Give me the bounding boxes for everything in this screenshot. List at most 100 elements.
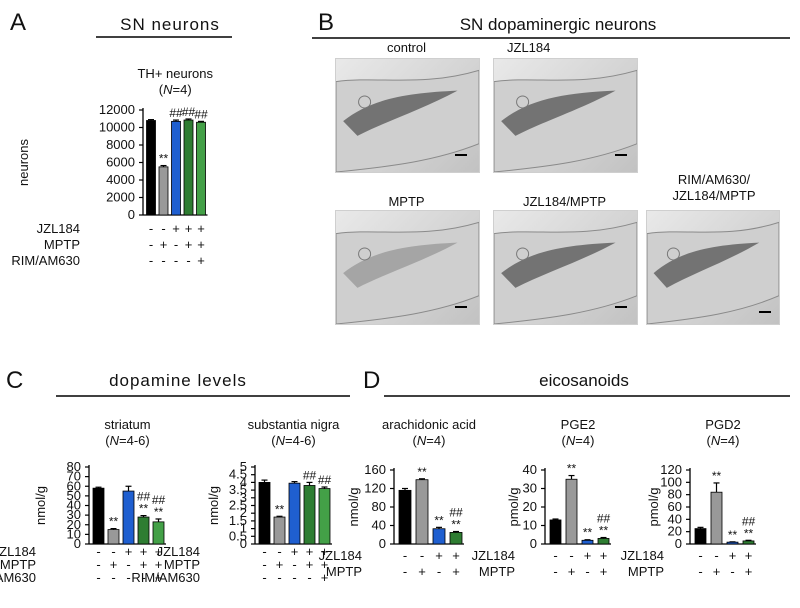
y-tick-label: 0 bbox=[74, 536, 81, 551]
condition-label: JZL184 bbox=[0, 544, 36, 559]
panel-letter-d: D bbox=[363, 367, 380, 394]
condition-label: MPTP bbox=[479, 564, 515, 579]
y-tick-label: 30 bbox=[67, 507, 81, 522]
y-tick-label: 20 bbox=[67, 517, 81, 532]
condition-sign: + bbox=[155, 557, 163, 572]
bar bbox=[107, 529, 120, 545]
bar bbox=[146, 120, 156, 216]
condition-sign: + bbox=[745, 548, 753, 563]
micrograph-mptp bbox=[335, 210, 480, 325]
chart-title: PGD2 bbox=[705, 417, 740, 432]
significance-label: ## bbox=[169, 106, 183, 120]
condition-sign: - bbox=[730, 564, 734, 579]
y-tick-label: 20 bbox=[523, 499, 537, 514]
bar bbox=[597, 538, 610, 545]
condition-sign: + bbox=[600, 564, 608, 579]
panel-letter-c: C bbox=[6, 367, 23, 394]
chart-subtitle: (N=4-6) bbox=[271, 433, 315, 448]
significance-label: ** bbox=[154, 505, 164, 519]
significance-label: ## bbox=[152, 493, 166, 507]
bar bbox=[122, 490, 135, 545]
bar bbox=[137, 516, 150, 545]
condition-sign: - bbox=[277, 544, 281, 559]
condition-sign: + bbox=[185, 221, 193, 236]
y-tick-label: 120 bbox=[660, 462, 682, 477]
condition-sign: - bbox=[141, 570, 145, 585]
tissue-section bbox=[336, 69, 479, 172]
condition-sign: + bbox=[140, 557, 148, 572]
condition-sign: - bbox=[420, 548, 424, 563]
condition-sign: + bbox=[197, 221, 205, 236]
photo-label-control: control bbox=[386, 40, 427, 55]
bar bbox=[152, 521, 165, 545]
chart-substantia-nigra: substantia nigra(N=4-6) 00.511.522.533.54… bbox=[131, 417, 340, 585]
bar bbox=[196, 121, 206, 216]
bar bbox=[449, 532, 463, 545]
chart-subtitle: (N=4) bbox=[413, 433, 446, 448]
y-tick-label: 40 bbox=[668, 511, 682, 526]
y-tick-label: 8000 bbox=[106, 137, 135, 152]
y-tick-label: 10 bbox=[523, 518, 537, 533]
y-tick-label: 5 bbox=[240, 459, 247, 474]
bar bbox=[565, 478, 578, 545]
condition-sign: - bbox=[149, 221, 153, 236]
bar bbox=[432, 528, 446, 545]
bar bbox=[318, 488, 331, 545]
condition-sign: - bbox=[403, 564, 407, 579]
bar bbox=[171, 120, 181, 216]
micrograph-control bbox=[335, 58, 480, 173]
y-tick-label: 30 bbox=[523, 481, 537, 496]
tissue-section bbox=[336, 221, 479, 324]
photo-label-mptp: MPTP bbox=[388, 194, 425, 209]
condition-sign: + bbox=[745, 564, 753, 579]
scale-bar bbox=[455, 306, 467, 308]
panel-heading-d: eicosanoids bbox=[539, 371, 629, 390]
panel-heading-c: dopamine levels bbox=[109, 371, 247, 390]
y-tick-label: 0.5 bbox=[229, 528, 247, 543]
photo-label-jzl184-mptp: JZL184/MPTP bbox=[522, 194, 607, 209]
bar bbox=[273, 516, 286, 545]
significance-label: ## bbox=[137, 490, 151, 504]
y-tick-label: 6000 bbox=[106, 155, 135, 170]
scale-bar bbox=[615, 154, 627, 156]
significance-label: ** bbox=[567, 462, 577, 476]
y-tick-label: 80 bbox=[372, 499, 386, 514]
condition-sign: + bbox=[321, 570, 329, 585]
bar bbox=[258, 481, 271, 545]
condition-label: JZL184 bbox=[37, 221, 80, 236]
photo-label-jzl184: JZL184 bbox=[507, 40, 551, 55]
significance-label: ** bbox=[159, 152, 169, 166]
y-axis-label: neurons bbox=[16, 139, 31, 186]
tissue-section bbox=[494, 221, 637, 324]
micrograph-jzl184-mptp bbox=[493, 210, 638, 325]
condition-sign: + bbox=[160, 237, 168, 252]
chart-sn-neurons: TH+ neurons(N=4) 0 2000 4000 6000 8000 10000 12… bbox=[11, 66, 213, 268]
chart-title: striatum bbox=[104, 417, 150, 432]
significance-label: ** bbox=[451, 518, 461, 532]
bar bbox=[288, 482, 301, 545]
y-axis-label: pmol/g bbox=[646, 487, 661, 526]
bar bbox=[415, 479, 429, 545]
y-tick-label: 3.5 bbox=[229, 482, 247, 497]
y-tick-label: 0 bbox=[530, 536, 537, 551]
y-tick-label: 0 bbox=[128, 207, 135, 222]
panel-heading-a: SN neurons bbox=[120, 15, 220, 34]
panel-heading-b: SN dopaminergic neurons bbox=[460, 15, 657, 34]
significance-label: ## bbox=[742, 514, 756, 528]
condition-sign: - bbox=[161, 253, 165, 268]
y-tick-label: 60 bbox=[67, 478, 81, 493]
y-tick-label: 1 bbox=[240, 521, 247, 536]
condition-sign: + bbox=[418, 564, 426, 579]
condition-label: JZL184 bbox=[472, 548, 515, 563]
condition-sign: - bbox=[149, 253, 153, 268]
y-tick-label: 2 bbox=[240, 505, 247, 520]
micrograph-rim-am630-jzl184-mptp bbox=[646, 210, 780, 325]
bar bbox=[183, 119, 194, 216]
significance-label: ** bbox=[744, 526, 754, 540]
y-tick-label: 2.5 bbox=[229, 498, 247, 513]
condition-sign: - bbox=[111, 544, 115, 559]
significance-label: ## bbox=[318, 473, 332, 487]
